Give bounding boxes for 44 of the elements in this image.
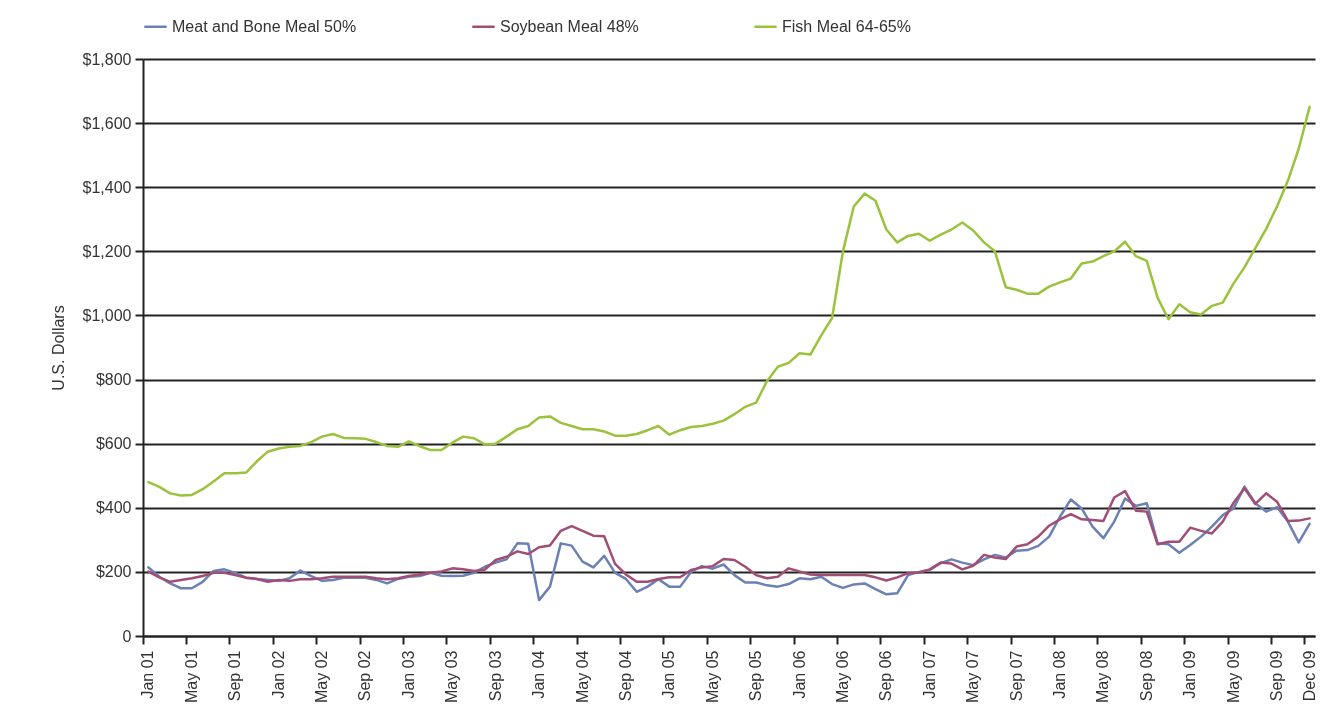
- x-tick-label: May 09: [1224, 650, 1242, 703]
- x-tick-label: Sep 03: [486, 650, 504, 702]
- x-tick-label: Sep 02: [356, 650, 374, 702]
- y-tick-label: $800: [95, 371, 132, 389]
- x-tick-label: Sep 06: [877, 650, 895, 702]
- y-tick-label: $400: [95, 499, 132, 517]
- y-tick-label: $1,800: [82, 50, 132, 68]
- x-tick-label: Jan 05: [660, 650, 678, 699]
- legend-label: Soybean Meal 48%: [500, 17, 639, 35]
- y-tick-label: $1,600: [82, 114, 132, 132]
- x-tick-label: May 02: [313, 650, 331, 703]
- x-tick-label: Sep 07: [1007, 650, 1025, 702]
- x-tick-label: Jan 01: [139, 650, 157, 699]
- x-tick-label: Dec 09: [1300, 650, 1318, 702]
- y-tick-label: $1,400: [82, 178, 132, 196]
- x-tick-label: Jan 03: [399, 650, 417, 699]
- x-tick-label: Jan 04: [530, 650, 548, 699]
- x-tick-label: Sep 04: [616, 650, 634, 702]
- x-tick-label: Jan 07: [920, 650, 938, 699]
- y-tick-label: $1,000: [82, 306, 132, 324]
- line-series: [147, 486, 1311, 584]
- x-tick-label: Jan 06: [790, 650, 808, 699]
- y-tick-label: $1,200: [82, 242, 132, 260]
- legend-label: Meat and Bone Meal 50%: [172, 17, 357, 35]
- x-tick-label: May 04: [573, 650, 591, 703]
- x-tick-label: Sep 01: [226, 650, 244, 702]
- x-tick-label: May 03: [443, 650, 461, 703]
- line-series: [147, 105, 1311, 497]
- x-tick-label: Jan 08: [1050, 650, 1068, 699]
- x-tick-label: May 06: [833, 650, 851, 703]
- x-tick-label: Jan 02: [269, 650, 287, 699]
- x-tick-label: Jan 09: [1181, 650, 1199, 699]
- legend-label: Fish Meal 64-65%: [782, 17, 911, 35]
- x-tick-label: May 05: [703, 650, 721, 703]
- y-tick-label: $200: [95, 563, 132, 581]
- x-tick-label: May 07: [964, 650, 982, 703]
- y-tick-label: $600: [95, 435, 132, 453]
- y-tick-label: 0: [122, 627, 132, 645]
- x-tick-label: Sep 09: [1268, 650, 1286, 702]
- x-tick-label: Sep 08: [1137, 650, 1155, 702]
- x-tick-label: May 01: [182, 650, 200, 703]
- x-tick-label: Sep 05: [747, 650, 765, 702]
- x-tick-label: May 08: [1094, 650, 1112, 703]
- y-axis-title: U.S. Dollars: [49, 305, 67, 391]
